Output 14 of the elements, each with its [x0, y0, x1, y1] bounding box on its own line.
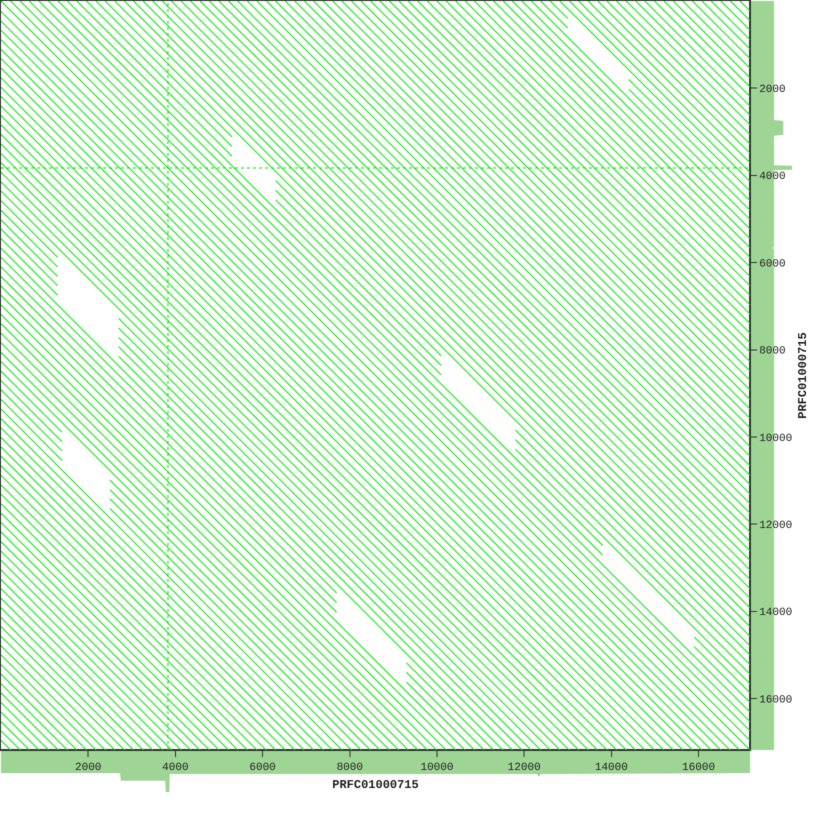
x-axis-title: PRFC01000715 [332, 778, 419, 792]
x-tick-label: 10000 [420, 762, 454, 774]
y-tick-label: 14000 [759, 607, 792, 620]
y-tick-label: 16000 [759, 694, 792, 706]
y-axis-title: PRFC01000715 [796, 332, 810, 419]
x-tick-label: 8000 [336, 762, 363, 774]
x-tick-label: 4000 [162, 762, 189, 774]
x-tick-label: 6000 [249, 762, 276, 774]
x-tick-label: 16000 [682, 762, 716, 774]
y-tick-label: 10000 [759, 432, 792, 445]
y-tick-label: 12000 [759, 520, 792, 532]
x-tick-label: 12000 [508, 762, 541, 774]
x-tick-label: 14000 [594, 762, 628, 774]
x-tick-label: 2000 [74, 762, 102, 774]
